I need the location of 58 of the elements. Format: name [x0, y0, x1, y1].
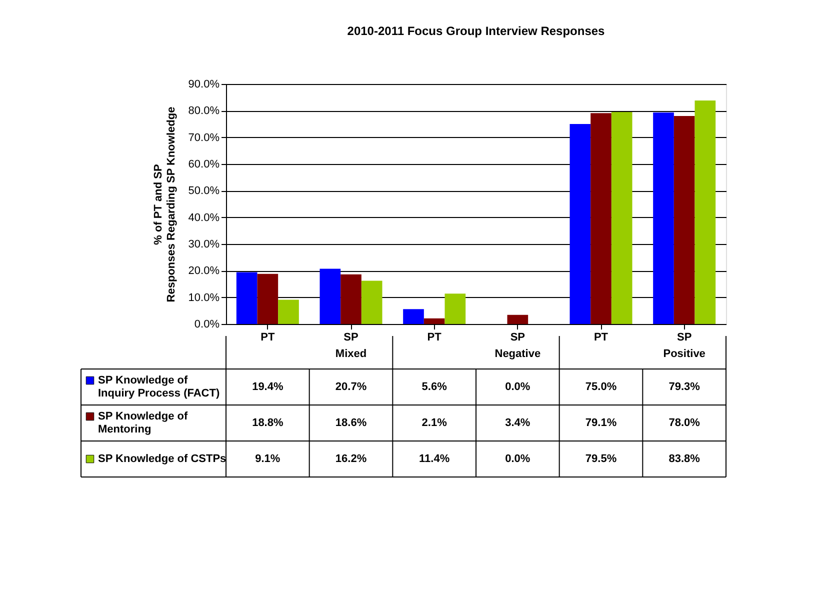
- data-label: 16.2%: [335, 453, 367, 465]
- legend-label: SP Knowledge of Mentoring: [98, 410, 188, 436]
- bar: [444, 294, 466, 324]
- y-tick-label: 30.0%: [188, 238, 220, 250]
- data-label: 79.1%: [585, 417, 617, 429]
- bar: [278, 300, 299, 324]
- y-tick-label: 90.0%: [188, 78, 220, 90]
- data-label: 11.4%: [419, 453, 450, 465]
- x-tick-label: PT: [594, 332, 608, 344]
- bar: [403, 309, 424, 324]
- bar: [611, 112, 632, 324]
- y-tick-label: 60.0%: [188, 158, 220, 170]
- bar: [507, 314, 528, 324]
- data-label: 79.3%: [668, 381, 700, 393]
- data-label: 9.1%: [255, 453, 280, 465]
- data-label: 3.4%: [505, 417, 530, 429]
- bar: [361, 280, 382, 324]
- y-tick-label: 40.0%: [188, 212, 220, 224]
- bar: [236, 272, 258, 324]
- y-tick-label: 20.0%: [188, 265, 220, 278]
- data-label: 18.6%: [335, 417, 367, 429]
- text: Positive: [663, 348, 706, 360]
- text: Mixed: [335, 348, 367, 360]
- data-label: 83.8%: [668, 453, 700, 465]
- y-tick-label: 80.0%: [188, 105, 220, 118]
- x-tick-label: SP: [344, 332, 358, 344]
- y-tick-label: 10.0%: [188, 292, 220, 304]
- x-tick-label: SP: [510, 332, 526, 344]
- y-tick-label: 0.0%: [194, 318, 220, 330]
- x-tick-label: PT: [427, 332, 442, 344]
- text: Negative: [494, 348, 541, 360]
- data-label: 2.1%: [422, 417, 448, 429]
- legend-label: SP Knowledge of CSTPs: [98, 453, 226, 465]
- data-label: 20.7%: [335, 381, 367, 393]
- x-tick-label: PT: [260, 332, 275, 344]
- data-label: 78.0%: [668, 417, 700, 429]
- y-tick-label: 50.0%: [188, 185, 220, 198]
- bar: [424, 318, 445, 324]
- bar: [570, 124, 591, 324]
- data-label: 5.6%: [422, 381, 448, 393]
- bar: [653, 112, 674, 324]
- y-tick-label: 70.0%: [188, 132, 220, 144]
- data-label: 18.8%: [252, 417, 284, 429]
- bar: [694, 100, 716, 324]
- bar: [257, 274, 278, 324]
- data-label: 79.5%: [585, 453, 617, 465]
- bar: [340, 274, 362, 324]
- y-axis-title: % of PT and SP Responses Regarding SP Knowledge: [152, 106, 178, 302]
- bar: [674, 116, 695, 324]
- data-label: 19.4%: [252, 381, 284, 393]
- bar: [590, 113, 612, 324]
- chart-title: 2010-2011 Focus Group Interview Responses: [347, 24, 606, 38]
- data-label: 0.0%: [505, 453, 530, 465]
- legend-label: SP Knowledge of Inquiry Process (FACT): [98, 374, 220, 400]
- bar: [320, 268, 341, 324]
- x-tick-label: SP: [676, 332, 692, 344]
- data-label: 0.0%: [505, 381, 530, 393]
- data-label: 75.0%: [585, 381, 617, 393]
